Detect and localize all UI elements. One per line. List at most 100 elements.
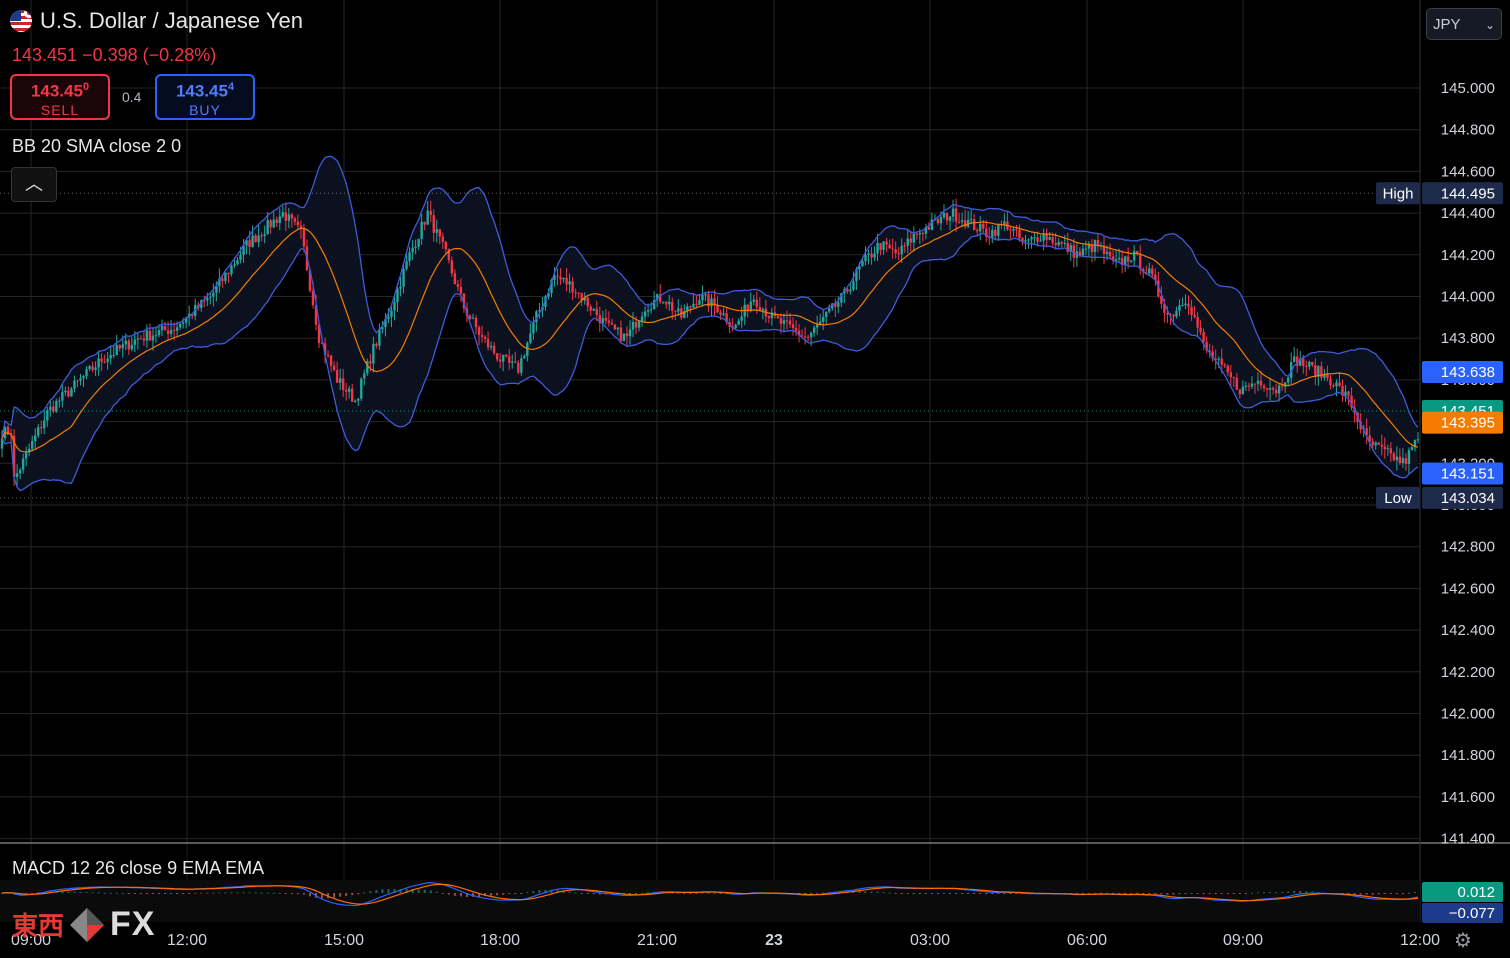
candle-body [803,336,807,338]
candle-body [662,301,665,303]
macd-histogram-bar [556,889,559,893]
candle-body [514,361,517,363]
macd-histogram-bar [586,893,589,894]
candle-body [1235,378,1239,390]
macd-histogram-bar [151,893,154,894]
macd-histogram-bar [435,891,438,893]
candle-body [788,320,792,325]
buy-button[interactable]: 143.454 BUY [155,74,255,120]
macd-histogram-bar [139,893,142,894]
candle-body [233,264,236,266]
candle-body [652,300,656,310]
candle-body [1072,245,1076,258]
macd-histogram-bar [888,892,891,894]
candle-body [287,214,291,221]
candle-body [302,228,306,247]
candle-body [88,366,91,370]
macd-histogram-bar [284,893,287,894]
candle-body [770,312,774,319]
candle-body [85,369,88,377]
candle-body [369,361,372,364]
candle-body [658,294,662,302]
candle-body [94,367,97,371]
macd-histogram-bar [1081,893,1084,894]
candle-body [40,427,43,429]
collapse-chevron-up-icon[interactable]: ︿ [11,167,57,202]
macd-histogram-bar [912,893,915,894]
candle-body [924,227,928,234]
candle-body [1139,254,1142,270]
candle-body [1320,366,1323,378]
macd-indicator-label[interactable]: MACD 12 26 close 9 EMA EMA [12,858,265,878]
candle-body [1202,332,1205,342]
candle-body [1172,314,1175,317]
candle-body [858,266,861,270]
candle-body [1326,373,1329,379]
candle-body [939,217,943,224]
candle-body [903,245,906,247]
candle-body [468,315,472,319]
candle-body [1196,316,1199,328]
candle-body [1226,365,1229,373]
candle-body [604,317,608,321]
macd-histogram-bar [1359,893,1362,895]
candle-body [559,276,562,280]
macd-histogram-bar [1371,893,1374,895]
price-tick-label: 144.400 [1441,205,1495,222]
candle-body [607,320,611,323]
candle-body [1344,391,1347,396]
candle-body [447,249,451,261]
candle-body [997,224,1000,236]
macd-histogram-bar [381,889,384,893]
bb-indicator-label[interactable]: BB 20 SMA close 2 0 [12,136,182,156]
macd-histogram-bar [1311,891,1314,893]
sell-button[interactable]: 143.450 SELL [10,74,110,120]
candle-body [308,270,312,291]
candle-body [1296,356,1299,366]
price-tick-label: 141.800 [1441,747,1495,764]
macd-histogram-bar [1166,893,1169,895]
macd-histogram-bar [333,893,336,898]
candle-body [1126,256,1130,262]
settings-gear-icon[interactable]: ⚙ [1454,930,1472,952]
price-tick-label: 144.800 [1441,122,1495,139]
candle-body [1380,444,1383,447]
candle-body [646,310,650,312]
currency-select[interactable]: JPY ⌄ [1426,8,1502,40]
macd-histogram-bar [900,893,903,894]
low-price-badge [1422,486,1503,509]
macd-histogram-bar [465,893,468,897]
candle-body [218,278,221,287]
candle-body [577,292,580,294]
candle-body [145,330,149,341]
candle-body [526,342,529,357]
candle-body [951,208,955,217]
currency-value: JPY [1433,16,1461,33]
candle-body [275,219,278,224]
candle-body [43,420,46,429]
candle-body [34,435,37,441]
macd-histogram-bar [816,892,819,894]
macd-histogram-bar [689,893,692,894]
time-axis[interactable]: 09:00 12:00 15:00 18:00 21:00 23 03:00 06:00 09:… [11,932,1440,949]
candle-body [278,216,281,224]
macd-histogram-bar [490,893,493,896]
candle-body [127,340,131,350]
candle-body [1262,385,1266,389]
candle-body [1175,310,1178,317]
candle-body [505,354,508,357]
candle-body [918,232,922,235]
macd-histogram-bar [206,892,209,894]
macd-histogram-bar [1395,893,1398,894]
candle-body [486,338,490,348]
candle-body [1132,250,1136,261]
macd-histogram-bar [550,889,553,893]
macd-histogram-bar [1015,893,1018,894]
candle-body [1305,365,1308,367]
candle-body [746,304,749,312]
macd-histogram-bar [973,893,976,894]
candle-body [1247,385,1251,387]
candle-body [163,326,167,331]
macd-histogram-bar [810,893,813,894]
